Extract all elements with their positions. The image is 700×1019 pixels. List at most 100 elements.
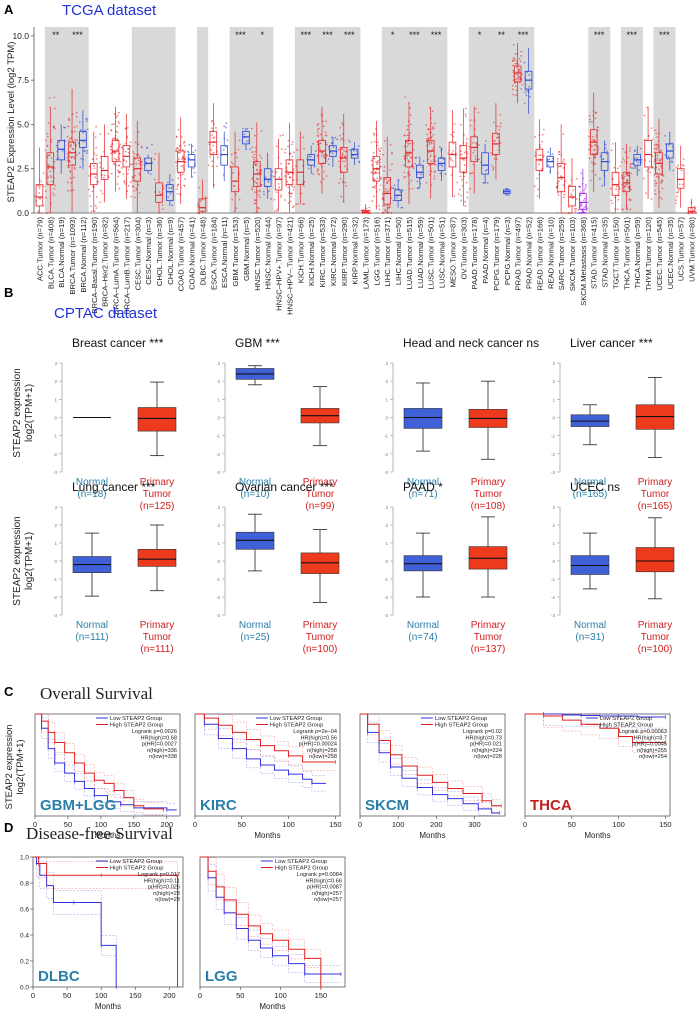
y-tick-label: 2: [552, 523, 555, 528]
data-point: [260, 172, 262, 175]
data-point: [408, 160, 411, 163]
data-point: [184, 161, 187, 163]
data-point: [184, 151, 187, 153]
shaded-column: [599, 27, 611, 213]
data-point: [407, 154, 410, 157]
y-tick-label: 0.6: [20, 907, 29, 914]
x-category-label: (n=111): [140, 644, 173, 655]
x-tick-label: HNSC.Normal (n=44): [264, 217, 273, 290]
data-point: [159, 193, 162, 195]
data-point: [646, 106, 649, 109]
data-point: [656, 136, 659, 138]
data-point: [295, 148, 298, 151]
data-point: [591, 161, 593, 164]
data-point: [384, 210, 387, 212]
data-point: [407, 101, 410, 104]
data-point: [86, 128, 89, 131]
data-point: [406, 141, 409, 144]
x-tick-label: LUAD.Tumor (n=515): [405, 217, 414, 290]
confidence-band-upper: [33, 856, 178, 980]
data-point: [654, 189, 656, 192]
data-point: [677, 164, 680, 167]
shaded-column: [414, 27, 426, 213]
data-point: [593, 149, 596, 152]
data-point: [381, 192, 384, 195]
data-point: [632, 162, 634, 165]
data-point: [122, 173, 125, 176]
data-point: [376, 141, 379, 144]
data-point: [278, 176, 281, 179]
data-point: [88, 188, 90, 191]
data-point: [278, 186, 281, 189]
data-point: [653, 143, 656, 146]
data-point: [129, 181, 132, 184]
data-point: [365, 207, 368, 210]
data-point: [570, 194, 573, 197]
data-point: [327, 158, 330, 160]
data-point: [100, 189, 102, 192]
y-tick-label: 1: [385, 397, 388, 402]
data-point: [565, 163, 567, 165]
data-point: [322, 178, 325, 180]
box: [687, 207, 696, 214]
data-point: [628, 149, 631, 152]
data-point: [515, 89, 518, 92]
data-point: [212, 137, 215, 140]
data-point: [255, 164, 258, 167]
data-point: [381, 197, 384, 200]
x-tick-label: 0: [193, 820, 197, 829]
data-point: [69, 171, 72, 173]
data-point: [516, 77, 519, 80]
data-point: [112, 151, 115, 154]
data-point: [89, 194, 92, 197]
y-tick-label: 1: [552, 541, 555, 546]
y-tick-label: 0.8: [20, 881, 29, 888]
data-point: [606, 150, 608, 152]
shaded-column: [523, 27, 535, 213]
x-tick-label: SKCM.Tumor (n=103): [568, 217, 577, 292]
data-point: [409, 123, 412, 126]
x-category-label: Normal: [574, 477, 606, 488]
data-point: [328, 163, 330, 166]
data-point: [75, 111, 78, 114]
x-category-label: Tumor: [474, 489, 503, 500]
data-point: [401, 189, 404, 192]
confidence-band-lower: [360, 713, 502, 813]
data-point: [216, 156, 219, 159]
data-point: [235, 152, 238, 154]
data-point: [176, 146, 179, 149]
data-point: [68, 166, 71, 169]
data-point: [656, 157, 659, 160]
data-point: [428, 141, 431, 144]
plot-frame: [524, 713, 671, 817]
data-point: [72, 148, 75, 151]
data-point: [634, 165, 637, 168]
data-point: [515, 85, 517, 88]
data-point: [198, 212, 201, 214]
data-point: [109, 148, 112, 151]
data-point: [84, 150, 86, 153]
data-point: [407, 175, 410, 177]
data-point: [472, 141, 475, 144]
data-point: [512, 64, 514, 67]
data-point: [293, 205, 295, 207]
data-point: [116, 131, 119, 134]
data-point: [681, 163, 684, 166]
data-point: [133, 190, 136, 192]
data-point: [380, 178, 382, 180]
data-point: [75, 115, 78, 118]
data-point: [515, 94, 517, 97]
data-point: [513, 57, 516, 60]
stat-label: HR(high)=0.56: [300, 735, 337, 741]
data-point: [40, 212, 43, 214]
x-category-label: (n=99): [305, 501, 334, 512]
significance-label: ***: [344, 30, 355, 40]
data-point: [332, 146, 335, 149]
data-point: [355, 150, 358, 153]
data-point: [404, 96, 407, 99]
x-tick-label: 300: [468, 820, 481, 829]
data-point: [585, 185, 587, 188]
data-point: [175, 149, 177, 151]
data-point: [427, 128, 430, 131]
data-point: [284, 212, 287, 214]
